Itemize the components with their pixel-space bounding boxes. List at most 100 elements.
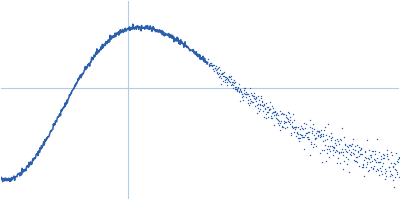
Point <box>320 140 327 143</box>
Point <box>392 168 399 171</box>
Point <box>322 143 328 146</box>
Point <box>374 160 381 163</box>
Point <box>246 94 252 97</box>
Point <box>339 126 345 129</box>
Point <box>386 165 392 169</box>
Point <box>340 151 346 154</box>
Point <box>368 165 374 169</box>
Point <box>310 145 316 148</box>
Point <box>250 101 256 104</box>
Point <box>234 89 240 92</box>
Point <box>246 103 252 107</box>
Point <box>259 99 265 103</box>
Point <box>234 86 241 90</box>
Point <box>389 154 395 157</box>
Point <box>341 160 348 163</box>
Point <box>298 135 305 138</box>
Point <box>323 160 330 163</box>
Point <box>348 144 355 147</box>
Point <box>224 83 230 86</box>
Point <box>357 148 364 151</box>
Point <box>333 144 340 147</box>
Point <box>309 129 315 132</box>
Point <box>241 91 248 95</box>
Point <box>269 112 276 115</box>
Point <box>258 97 264 100</box>
Point <box>298 133 304 136</box>
Point <box>370 168 376 171</box>
Point <box>308 140 314 143</box>
Point <box>219 71 226 74</box>
Point <box>288 132 294 135</box>
Point <box>316 131 322 134</box>
Point <box>239 96 246 99</box>
Point <box>251 95 258 98</box>
Point <box>301 122 308 125</box>
Point <box>378 170 384 173</box>
Point <box>260 109 266 113</box>
Point <box>261 102 268 105</box>
Point <box>364 161 370 164</box>
Point <box>241 88 247 91</box>
Point <box>340 154 346 157</box>
Point <box>262 106 268 109</box>
Point <box>280 125 286 128</box>
Point <box>345 158 351 161</box>
Point <box>290 126 296 129</box>
Point <box>260 104 266 107</box>
Point <box>248 91 254 94</box>
Point <box>385 165 392 168</box>
Point <box>332 150 339 153</box>
Point <box>220 79 226 82</box>
Point <box>257 103 264 106</box>
Point <box>324 152 331 155</box>
Point <box>365 168 372 172</box>
Point <box>360 163 366 167</box>
Point <box>253 95 260 99</box>
Point <box>300 128 306 131</box>
Point <box>245 98 252 101</box>
Point <box>206 63 213 66</box>
Point <box>336 151 342 154</box>
Point <box>377 166 383 169</box>
Point <box>330 146 336 149</box>
Point <box>308 131 315 134</box>
Point <box>382 172 388 175</box>
Point <box>229 86 236 90</box>
Point <box>373 156 380 160</box>
Point <box>319 149 325 152</box>
Point <box>284 111 291 114</box>
Point <box>269 116 275 119</box>
Point <box>252 98 258 101</box>
Point <box>303 122 310 125</box>
Point <box>259 103 266 107</box>
Point <box>208 63 214 66</box>
Point <box>224 77 231 80</box>
Point <box>270 110 277 114</box>
Point <box>215 72 221 75</box>
Point <box>211 69 217 72</box>
Point <box>338 139 344 142</box>
Point <box>256 99 262 102</box>
Point <box>382 174 389 178</box>
Point <box>242 92 248 96</box>
Point <box>283 114 289 117</box>
Point <box>386 165 392 168</box>
Point <box>309 127 316 130</box>
Point <box>375 173 382 177</box>
Point <box>251 91 257 94</box>
Point <box>385 157 391 160</box>
Point <box>222 80 228 84</box>
Point <box>266 107 272 111</box>
Point <box>272 112 279 115</box>
Point <box>256 108 263 111</box>
Point <box>212 67 218 70</box>
Point <box>234 89 240 92</box>
Point <box>393 151 399 154</box>
Point <box>264 110 270 113</box>
Point <box>338 151 344 154</box>
Point <box>394 160 400 164</box>
Point <box>383 152 390 156</box>
Point <box>368 155 374 159</box>
Point <box>312 137 318 140</box>
